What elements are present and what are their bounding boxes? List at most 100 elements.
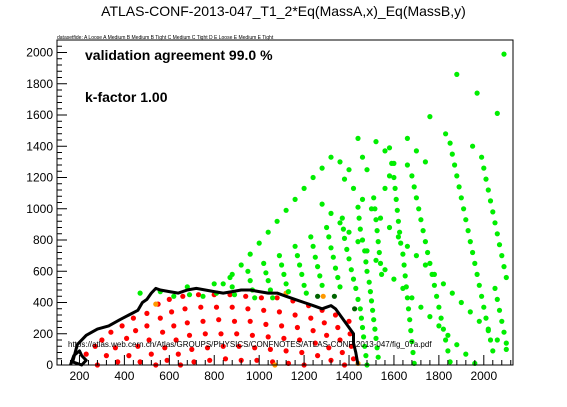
point-green-39 — [328, 245, 334, 251]
point-green-199 — [386, 224, 393, 231]
point-green-111 — [391, 160, 397, 166]
y-tick-label: 1600 — [26, 108, 53, 122]
point-green-32 — [310, 243, 316, 249]
point-green-70 — [358, 315, 364, 321]
point-green-65 — [373, 335, 379, 341]
point-red-45 — [216, 317, 222, 323]
point-green-92 — [397, 229, 403, 235]
point-green-209 — [476, 318, 482, 324]
point-green-113 — [409, 173, 415, 179]
point-green-21 — [279, 262, 285, 268]
point-green-121 — [427, 260, 433, 266]
point-green-156 — [501, 51, 507, 57]
point-green-129 — [445, 348, 451, 354]
point-green-116 — [416, 206, 422, 212]
point-red-22 — [160, 329, 166, 335]
chart-subtitle: datasetfide: A Loose A Medium B Medium B… — [57, 35, 274, 41]
point-green-210 — [485, 328, 491, 334]
point-green-85 — [386, 145, 393, 151]
point-red-37 — [195, 292, 202, 298]
point-green-74 — [363, 353, 369, 359]
point-green-80 — [375, 239, 381, 245]
x-tick-label: 1000 — [246, 369, 273, 383]
point-green-29 — [301, 282, 307, 288]
point-green-191 — [238, 262, 244, 268]
point-green-223 — [409, 295, 415, 301]
point-red-40 — [202, 331, 208, 337]
x-tick-label: 400 — [114, 369, 134, 383]
point-green-134 — [449, 151, 455, 157]
point-green-135 — [452, 162, 458, 168]
point-red-3 — [99, 337, 105, 343]
point-green-149 — [483, 315, 489, 321]
point-red-52 — [234, 331, 240, 337]
point-green-160 — [483, 176, 489, 182]
point-green-178 — [422, 159, 428, 165]
point-red-50 — [229, 304, 235, 310]
point-red-94 — [346, 318, 352, 324]
point-green-43 — [337, 284, 343, 290]
point-green-212 — [503, 346, 509, 352]
point-green-119 — [422, 239, 428, 245]
x-tick-label: 2000 — [470, 369, 497, 383]
point-red-18 — [148, 351, 154, 357]
point-red-38 — [198, 304, 204, 310]
point-green-214 — [328, 210, 334, 216]
point-red-46 — [218, 331, 224, 337]
point-green-176 — [404, 135, 410, 141]
point-red-21 — [157, 315, 163, 321]
point-red-35 — [189, 346, 195, 352]
point-green-0 — [137, 290, 143, 296]
point-green-27 — [297, 262, 303, 268]
point-green-93 — [398, 240, 404, 246]
point-red-25 — [166, 296, 172, 302]
point-orange-2 — [320, 293, 326, 299]
point-red-87 — [326, 345, 332, 351]
y-tick-label: 1200 — [26, 171, 53, 185]
point-red-64 — [265, 334, 271, 340]
point-red-81 — [310, 328, 316, 334]
point-red-31 — [180, 293, 186, 299]
x-axis: 200 400 600 800 1000 1200 1400 1600 1800 2000 — [60, 355, 512, 383]
point-red-17 — [146, 337, 152, 343]
point-green-151 — [487, 337, 494, 343]
point-green-222 — [400, 285, 406, 291]
point-red-58 — [249, 332, 255, 338]
point-green-5 — [200, 293, 206, 299]
point-green-207 — [458, 299, 464, 306]
point-red-5 — [108, 329, 114, 335]
point-green-49 — [348, 267, 354, 273]
point-green-159 — [481, 165, 487, 171]
point-green-211 — [494, 337, 500, 343]
point-red-13 — [135, 343, 141, 349]
point-green-64 — [372, 326, 378, 332]
point-green-181 — [346, 167, 352, 173]
point-red-62 — [261, 307, 267, 313]
point-red-23 — [162, 345, 168, 351]
point-green-90 — [394, 207, 400, 213]
point-green-84 — [382, 185, 388, 191]
point-green-166 — [496, 242, 503, 248]
point-red-97 — [350, 356, 357, 362]
point-green-31 — [308, 234, 314, 240]
point-red-10 — [126, 353, 132, 359]
point-red-24 — [164, 357, 170, 363]
point-green-139 — [461, 206, 467, 212]
point-green-162 — [487, 198, 494, 204]
point-green-193 — [220, 281, 226, 287]
point-green-132 — [443, 131, 449, 137]
point-green-131 — [427, 114, 433, 120]
point-green-22 — [281, 271, 287, 277]
point-green-124 — [434, 293, 440, 299]
point-green-195 — [350, 185, 357, 191]
point-red-34 — [186, 332, 193, 338]
point-red-0 — [83, 351, 89, 357]
point-red-71 — [283, 348, 289, 354]
point-green-138 — [458, 195, 464, 201]
point-green-10 — [231, 292, 238, 298]
point-green-120 — [425, 249, 431, 256]
point-green-177 — [413, 148, 419, 154]
point-green-174 — [501, 329, 507, 335]
point-red-91 — [337, 337, 343, 343]
point-green-109 — [382, 148, 388, 154]
